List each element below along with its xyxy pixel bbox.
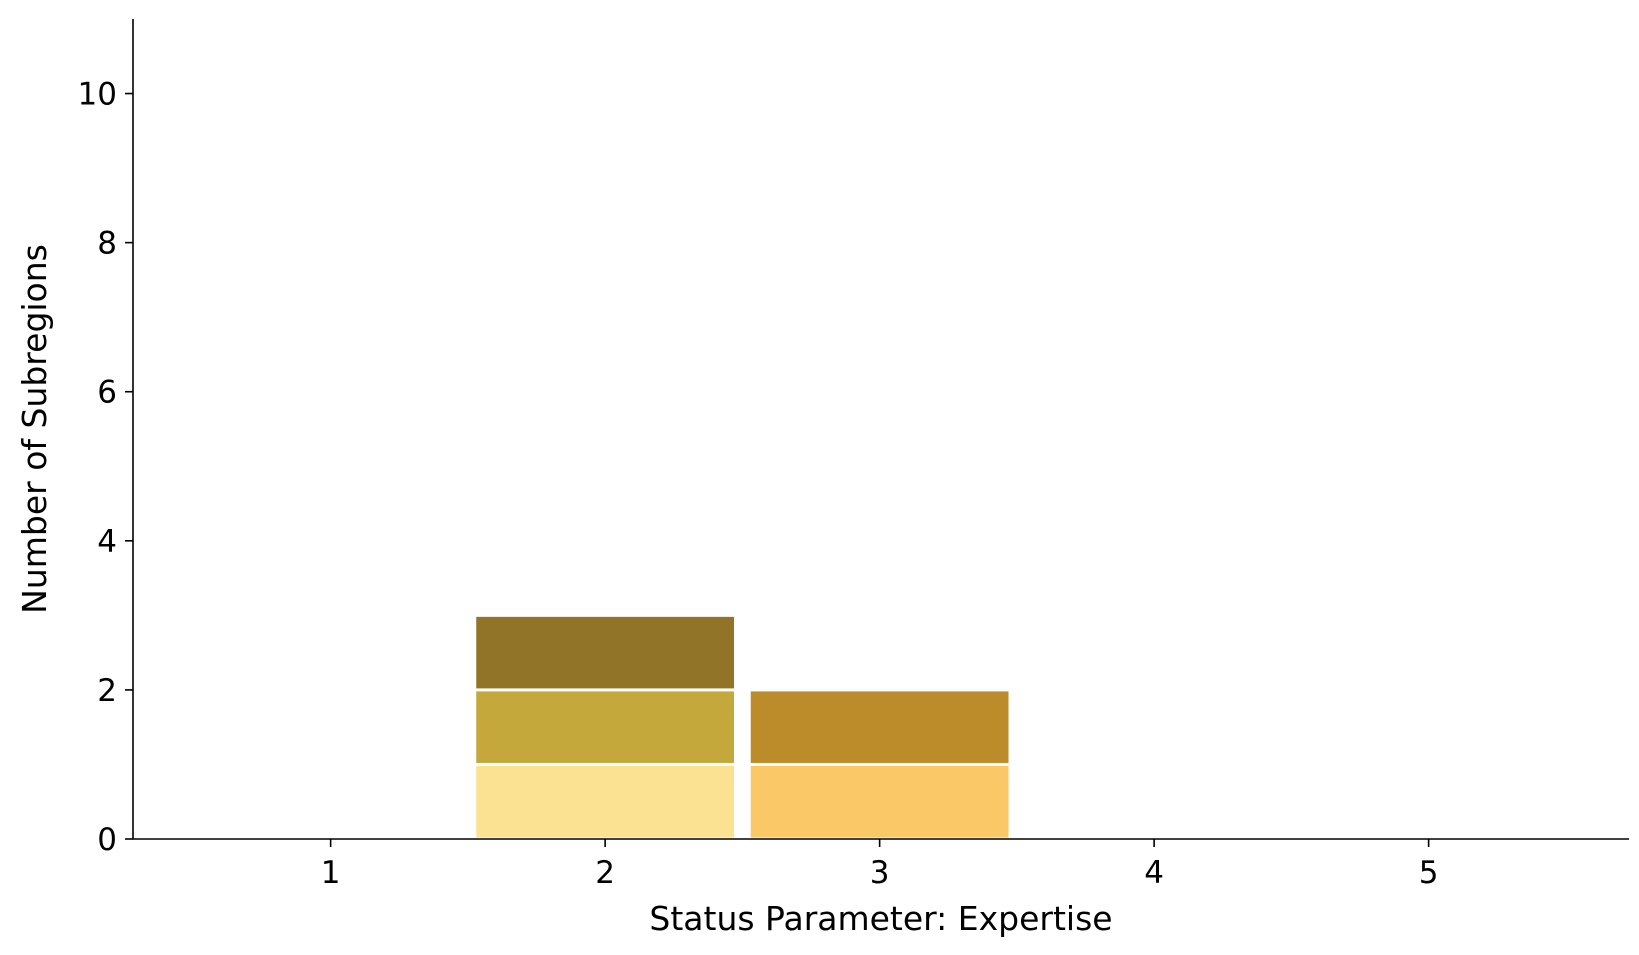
- x-tick-label: 3: [870, 855, 890, 891]
- bar-segment-x3-3: [750, 765, 1009, 838]
- y-tick-label: 2: [97, 673, 117, 709]
- x-tick-label: 5: [1419, 855, 1439, 891]
- bar-segment-x2-2: [476, 616, 735, 689]
- x-tick-label: 1: [321, 855, 341, 891]
- x-tick-label: 4: [1144, 855, 1164, 891]
- axes: [132, 19, 1629, 840]
- y-tick-label: 10: [78, 77, 117, 113]
- x-tick-label: 2: [595, 855, 615, 891]
- bar-segment-x2-1: [476, 691, 735, 763]
- y-tick-label: 8: [97, 226, 117, 262]
- x-axis-label: Status Parameter: Expertise: [649, 899, 1112, 938]
- bar-segment-x3-4: [750, 691, 1009, 763]
- y-ticks: 0 2 4 6 8 10: [78, 77, 133, 858]
- bar-segment-x2-0: [476, 765, 735, 838]
- y-tick-label: 4: [97, 524, 117, 560]
- y-tick-label: 6: [97, 375, 117, 411]
- bars: [476, 616, 1009, 838]
- y-tick-label: 0: [97, 822, 117, 858]
- y-axis-label: Number of Subregions: [15, 244, 54, 614]
- x-ticks: 1 2 3 4 5: [321, 839, 1439, 891]
